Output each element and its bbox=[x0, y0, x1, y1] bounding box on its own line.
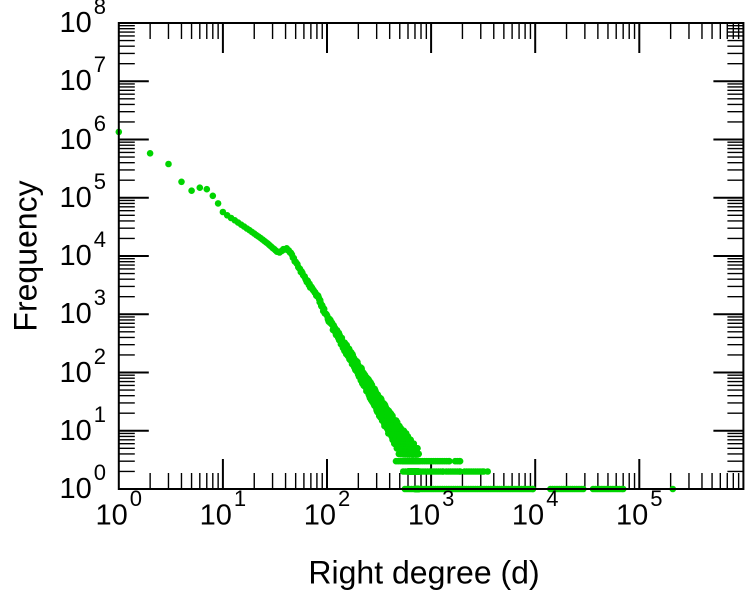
x-tick-label: 103 bbox=[407, 486, 455, 532]
y-tick-label: 107 bbox=[59, 52, 106, 98]
x-tick-label: 105 bbox=[616, 486, 663, 532]
y-tick-label: 100 bbox=[59, 459, 106, 506]
y-tick-label: 101 bbox=[59, 401, 106, 447]
y-tick-label: 106 bbox=[59, 110, 106, 156]
y-tick-label: 103 bbox=[59, 285, 106, 331]
x-axis-title: Right degree (d) bbox=[308, 554, 540, 591]
y-tick-label: 102 bbox=[59, 343, 106, 389]
y-tick-label: 105 bbox=[59, 168, 106, 214]
y-tick-label: 104 bbox=[59, 226, 106, 273]
tick-marks bbox=[118, 23, 744, 489]
x-tick-label: 104 bbox=[511, 486, 559, 532]
x-tick-label: 102 bbox=[303, 486, 351, 532]
data-points bbox=[115, 128, 677, 493]
y-tick-label: 108 bbox=[59, 0, 106, 40]
y-axis-title: Frequency bbox=[7, 180, 44, 332]
plot-frame bbox=[117, 22, 745, 490]
x-tick-label: 101 bbox=[199, 486, 247, 532]
x-tick-label: 100 bbox=[95, 486, 143, 532]
